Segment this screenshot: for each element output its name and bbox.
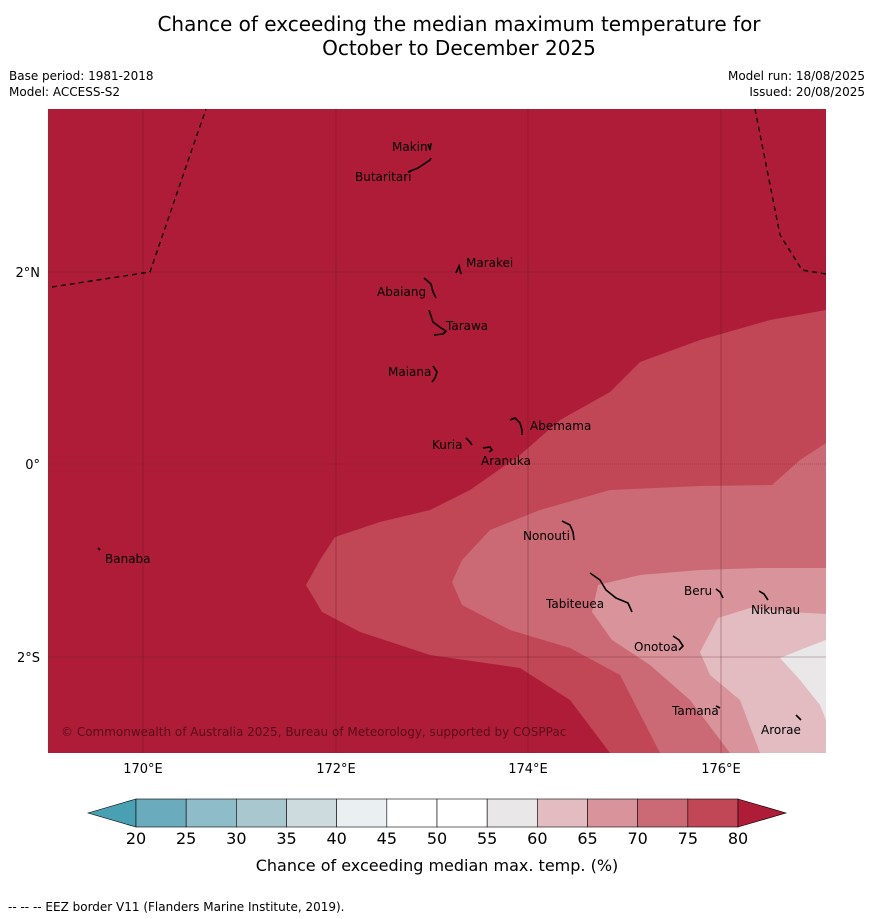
colorbar-ticks: 20 25 30 35 40 45 50 55 60 65 70 75 80 bbox=[126, 829, 748, 848]
zone-60-65 bbox=[700, 608, 826, 753]
colorbar-tick-label: 30 bbox=[226, 829, 246, 848]
colorbar-tick-label: 50 bbox=[427, 829, 447, 848]
label-nikunau: Nikunau bbox=[751, 603, 800, 617]
colorbar-tick-label: 55 bbox=[477, 829, 497, 848]
colorbar-cell bbox=[436, 798, 488, 828]
label-aranuka: Aranuka bbox=[481, 454, 531, 468]
issued-date: Issued: 20/08/2025 bbox=[749, 85, 865, 99]
gridlines bbox=[48, 109, 826, 753]
island-labels: Makin Butaritari Marakei Abaiang Tarawa … bbox=[105, 140, 801, 737]
colorbar-tick-label: 70 bbox=[627, 829, 647, 848]
probability-zones: Makin Butaritari Marakei Abaiang Tarawa … bbox=[48, 109, 826, 753]
label-abaiang: Abaiang bbox=[377, 285, 426, 299]
label-tarawa: Tarawa bbox=[445, 319, 488, 333]
colorbar-low-arrow bbox=[86, 798, 137, 828]
meta-left: Base period: 1981-2018 Model: ACCESS-S2 bbox=[9, 68, 154, 100]
colorbar-tick-label: 25 bbox=[176, 829, 196, 848]
colorbar-tick-label: 40 bbox=[326, 829, 346, 848]
label-kuria: Kuria bbox=[432, 438, 463, 452]
colorbar-cell bbox=[386, 798, 438, 828]
lon-label-172e: 172°E bbox=[316, 762, 356, 777]
island-maiana bbox=[431, 365, 438, 383]
island-tabiteuea bbox=[589, 572, 633, 613]
colorbar-cell bbox=[687, 798, 739, 828]
eez-border bbox=[51, 109, 826, 288]
title-line-1: Chance of exceeding the median maximum t… bbox=[157, 12, 761, 36]
island-banaba bbox=[97, 547, 101, 551]
lon-label-170e: 170°E bbox=[123, 762, 163, 777]
island-abaiang bbox=[423, 277, 437, 299]
colorbar-cell bbox=[185, 798, 237, 828]
island-nikunau bbox=[758, 590, 769, 601]
island-outlines bbox=[97, 142, 802, 721]
colorbar-cell bbox=[286, 798, 337, 828]
longitude-labels: 170°E 172°E 174°E 176°E bbox=[123, 762, 741, 777]
island-onotoa bbox=[672, 635, 685, 651]
colorbar-high-arrow bbox=[737, 798, 788, 828]
island-arorae bbox=[795, 714, 802, 721]
island-tamana bbox=[715, 705, 721, 709]
colorbar-cell bbox=[236, 798, 287, 828]
label-butaritari: Butaritari bbox=[355, 170, 412, 184]
eez-legend: -- -- -- EEZ border V11 (Flanders Marine… bbox=[8, 900, 345, 914]
island-makin bbox=[427, 142, 432, 151]
copyright-notice: © Commonwealth of Australia 2025, Bureau… bbox=[61, 725, 566, 739]
colorbar-tick-label: 60 bbox=[527, 829, 547, 848]
colorbar-label: Chance of exceeding median max. temp. (%… bbox=[256, 856, 619, 875]
label-tabiteuea: Tabiteuea bbox=[545, 597, 604, 611]
map-title: Chance of exceeding the median maximum t… bbox=[0, 12, 873, 60]
latitude-labels: 2°N 0° 2°S bbox=[16, 266, 41, 666]
colorbar-tick-label: 35 bbox=[276, 829, 296, 848]
colorbar: 20 25 30 35 40 45 50 55 60 65 70 75 80 Chance of exc… bbox=[86, 798, 788, 875]
island-marakei bbox=[455, 263, 462, 275]
label-onotoa: Onotoa bbox=[634, 640, 678, 654]
island-tarawa bbox=[428, 309, 448, 336]
colorbar-cells bbox=[135, 798, 739, 828]
model-run: Model run: 18/08/2025 bbox=[727, 69, 865, 83]
island-kuria bbox=[465, 437, 473, 446]
label-arorae: Arorae bbox=[761, 723, 801, 737]
colorbar-cell bbox=[336, 798, 388, 828]
colorbar-cell bbox=[587, 798, 638, 828]
island-beru bbox=[715, 588, 724, 599]
model-name: Model: ACCESS-S2 bbox=[9, 85, 121, 99]
island-butaritari bbox=[407, 157, 432, 173]
title-line-2: October to December 2025 bbox=[322, 36, 596, 60]
label-tamana: Tamana bbox=[671, 704, 719, 718]
colorbar-tick-label: 45 bbox=[377, 829, 397, 848]
lat-label-2s: 2°S bbox=[17, 651, 40, 666]
lat-label-0: 0° bbox=[25, 458, 40, 473]
colorbar-tick-label: 80 bbox=[728, 829, 748, 848]
label-makin: Makin bbox=[392, 140, 428, 154]
island-abemama bbox=[509, 417, 523, 435]
label-beru: Beru bbox=[684, 584, 712, 598]
colorbar-tick-label: 75 bbox=[678, 829, 698, 848]
label-abemama: Abemama bbox=[530, 419, 591, 433]
lon-label-176e: 176°E bbox=[701, 762, 741, 777]
colorbar-tick-label: 65 bbox=[577, 829, 597, 848]
island-nonouti bbox=[561, 520, 575, 541]
label-banaba: Banaba bbox=[105, 552, 151, 566]
colorbar-cell bbox=[486, 798, 538, 828]
meta-right: Model run: 18/08/2025 Issued: 20/08/2025 bbox=[728, 68, 865, 100]
lon-label-174e: 174°E bbox=[508, 762, 548, 777]
colorbar-cell bbox=[637, 798, 689, 828]
label-marakei: Marakei bbox=[466, 256, 513, 270]
lat-label-2n: 2°N bbox=[16, 266, 41, 281]
label-nonouti: Nonouti bbox=[523, 529, 570, 543]
colorbar-tick-label: 20 bbox=[126, 829, 146, 848]
island-aranuka bbox=[482, 446, 494, 453]
colorbar-cell bbox=[537, 798, 588, 828]
zone-55-60 bbox=[780, 640, 826, 720]
base-period: Base period: 1981-2018 bbox=[9, 69, 154, 83]
colorbar-cell bbox=[135, 798, 187, 828]
label-maiana: Maiana bbox=[388, 365, 431, 379]
